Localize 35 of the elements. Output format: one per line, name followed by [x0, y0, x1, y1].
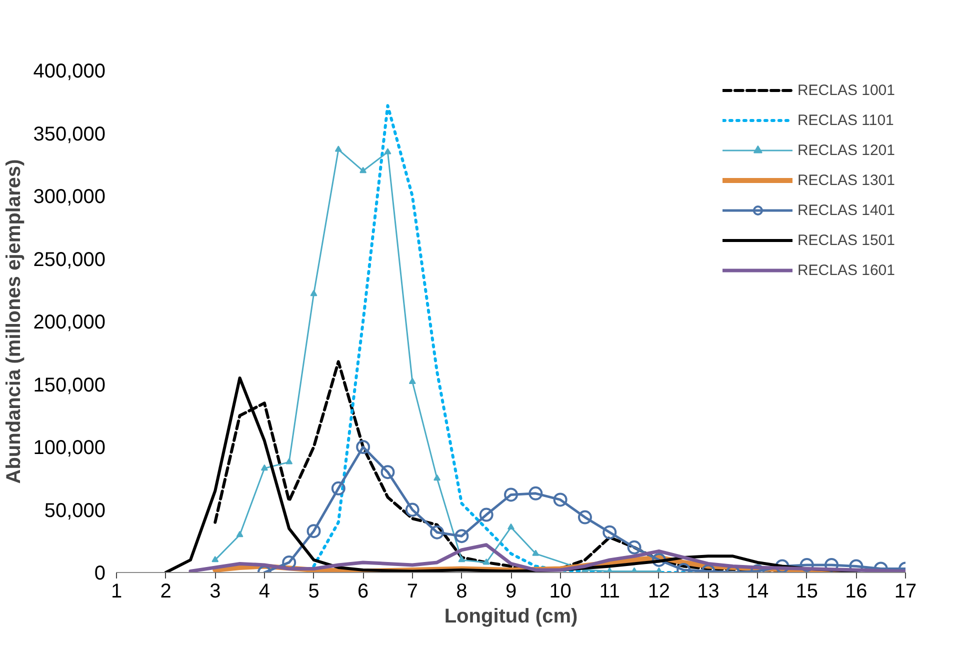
x-tick-label: 3: [210, 580, 221, 602]
legend-label: RECLAS 1301: [797, 172, 895, 188]
legend-label: RECLAS 1401: [797, 202, 895, 218]
legend-label: RECLAS 1501: [797, 232, 895, 248]
y-tick-label: 250,000: [33, 248, 106, 271]
y-tick-label: 300,000: [33, 186, 106, 208]
y-tick-label: 350,000: [33, 123, 106, 146]
y-tick-label: 100,000: [33, 437, 106, 459]
x-tick-label: 14: [746, 580, 769, 602]
x-tick-label: 8: [456, 580, 468, 602]
legend-label: RECLAS 1201: [797, 142, 895, 158]
x-tick-label: 13: [697, 580, 720, 602]
y-tick-label: 200,000: [33, 312, 106, 334]
legend-label: RECLAS 1001: [797, 82, 895, 98]
x-tick-label: 9: [505, 580, 517, 602]
x-axis-title: Longitud (cm): [444, 606, 578, 628]
x-tick-label: 5: [308, 580, 320, 602]
legend-label: RECLAS 1601: [797, 262, 895, 278]
x-tick-label: 17: [894, 580, 917, 602]
x-tick-label: 2: [160, 580, 172, 602]
x-tick-label: 16: [845, 580, 868, 602]
x-tick-label: 6: [358, 580, 369, 602]
x-tick-label: 7: [406, 580, 418, 602]
x-tick-label: 15: [796, 580, 818, 602]
y-tick-label: 400,000: [33, 60, 106, 82]
y-tick-label: 0: [94, 562, 106, 584]
y-tick-label: 150,000: [33, 374, 106, 396]
y-tick-label: 50,000: [44, 500, 106, 522]
x-tick-label: 11: [599, 580, 620, 602]
x-tick-label: 10: [549, 580, 572, 602]
legend-label: RECLAS 1101: [797, 112, 894, 128]
y-axis-title: Abundancia (millones ejemplares): [3, 159, 26, 484]
x-tick-label: 1: [110, 580, 122, 602]
x-tick-label: 4: [258, 580, 270, 602]
x-tick-label: 12: [648, 580, 670, 602]
